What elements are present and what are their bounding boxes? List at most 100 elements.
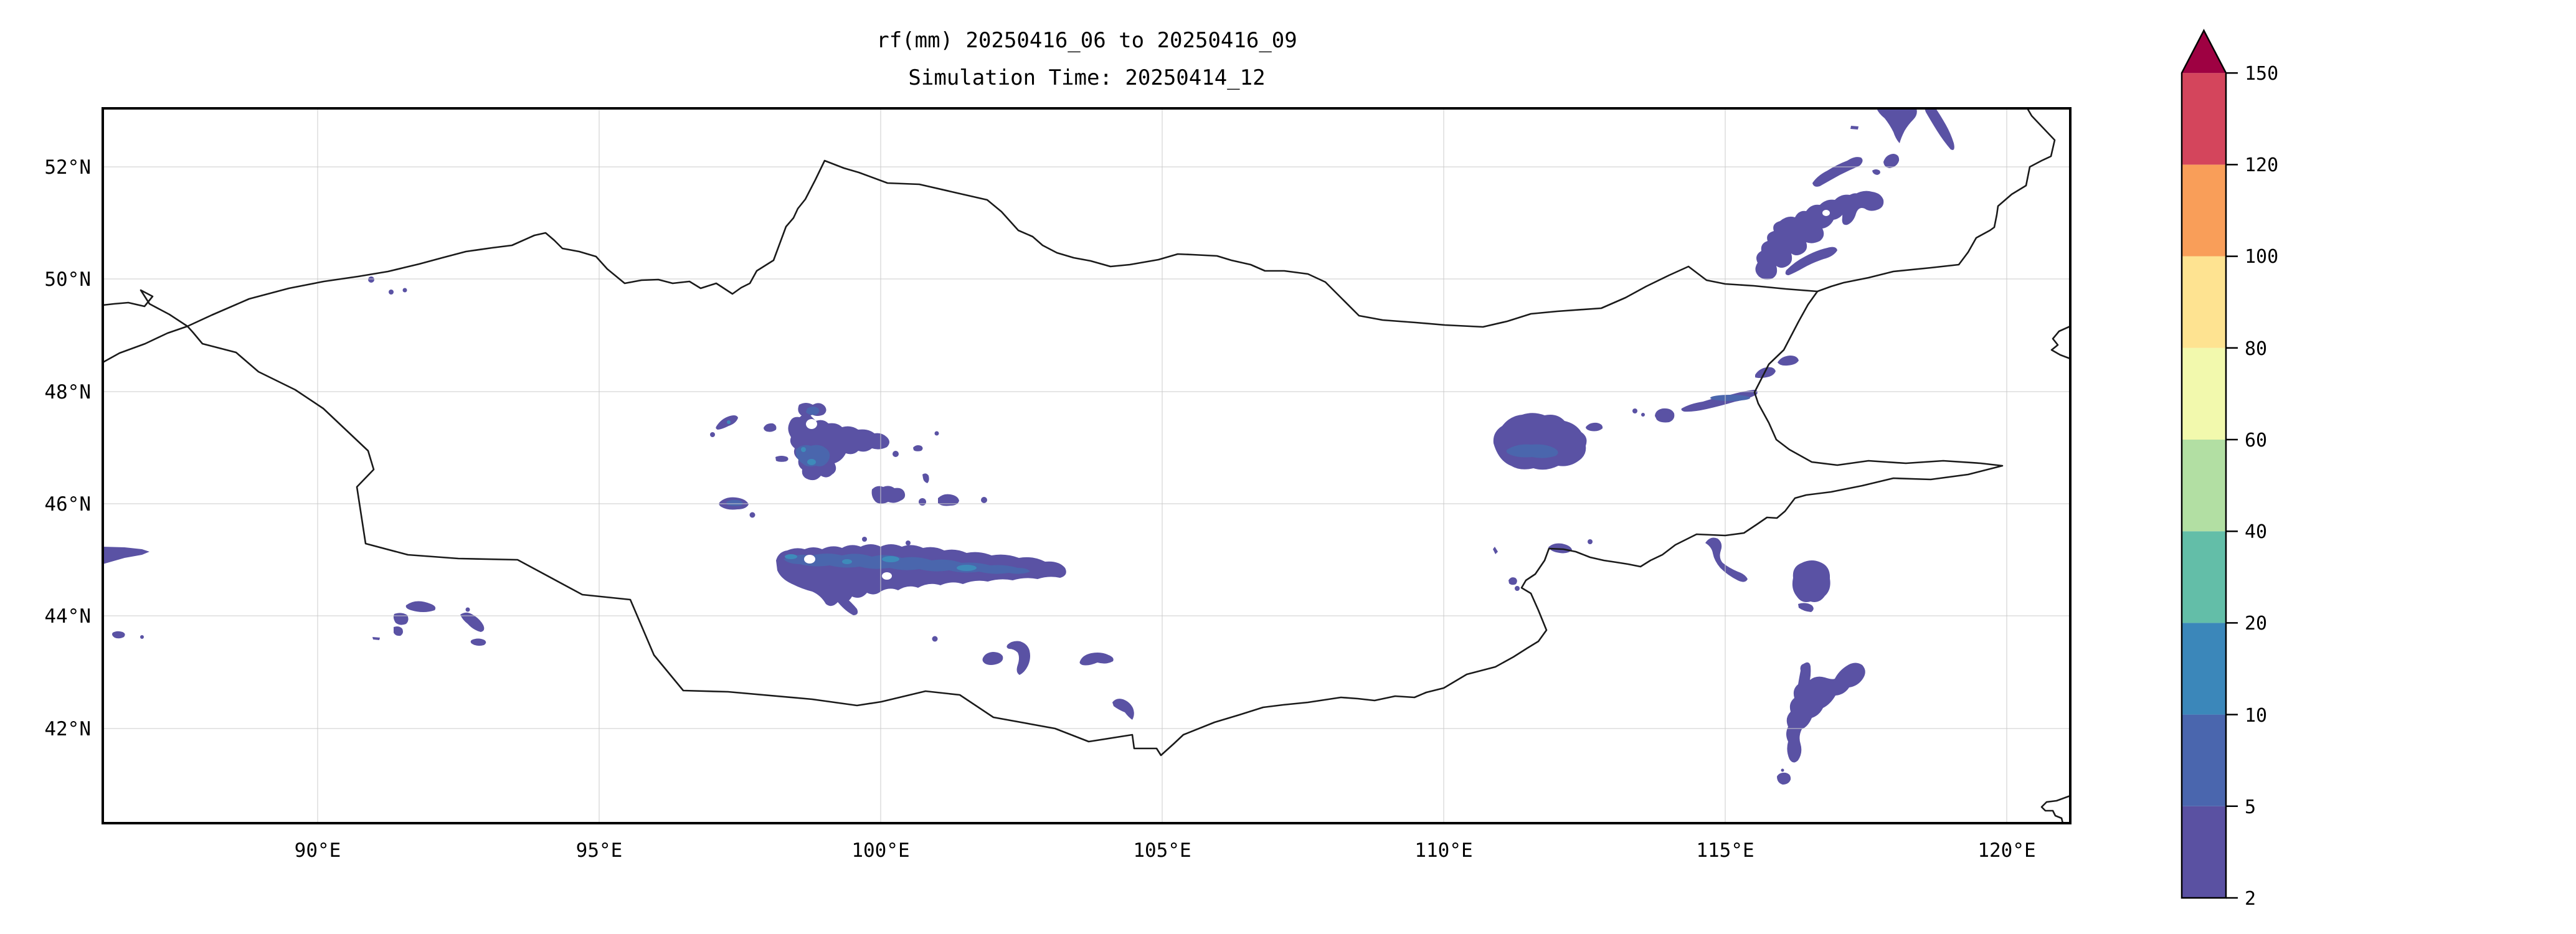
precip-cell xyxy=(776,544,1066,606)
precip-cell xyxy=(393,613,409,625)
y-tick-label: 52°N xyxy=(44,156,91,179)
mongolia-border xyxy=(186,159,2004,757)
x-tick-label: 110°E xyxy=(1414,839,1473,862)
precip-cell xyxy=(1872,169,1880,175)
precip-cell xyxy=(1641,413,1645,417)
colorbar-tick-label: 120 xyxy=(2245,154,2279,176)
precip-cell xyxy=(1493,413,1587,470)
precip-cell xyxy=(922,473,929,483)
colorbar-segment xyxy=(2182,623,2226,715)
precip-cell xyxy=(1705,537,1748,582)
colorbar-tick-label: 5 xyxy=(2245,796,2256,818)
precip-cell xyxy=(405,601,436,612)
precip-cell xyxy=(982,652,1003,665)
precip-peak xyxy=(727,420,731,424)
precip-cell xyxy=(1792,560,1830,602)
russia-kazakhstan-border xyxy=(103,289,189,328)
colorbar-ticks xyxy=(2226,72,2238,899)
precipitation-holes xyxy=(804,210,1830,580)
precip-cell xyxy=(1515,586,1520,591)
precip-cell xyxy=(1493,547,1498,554)
x-tick-label: 120°E xyxy=(1977,839,2036,862)
precip-cell xyxy=(1786,662,1865,763)
colorbar xyxy=(2181,29,2238,899)
plot-subtitle: Simulation Time: 20250414_12 xyxy=(908,65,1266,90)
precip-cell xyxy=(1741,576,1746,581)
precip-cell xyxy=(981,497,987,503)
colorbar-tick-label: 150 xyxy=(2245,63,2279,85)
precip-cell xyxy=(1588,539,1593,544)
colorbar-tick-label: 2 xyxy=(2245,888,2256,910)
precip-cell xyxy=(389,290,394,295)
x-tick-label: 115°E xyxy=(1696,839,1754,862)
precip-cell xyxy=(465,607,470,612)
colorbar-tick-label: 60 xyxy=(2245,430,2268,451)
y-tick-label: 42°N xyxy=(44,718,91,740)
precip-cell xyxy=(1785,247,1837,275)
y-tick-label: 46°N xyxy=(44,493,91,516)
precip-cell xyxy=(1632,408,1637,413)
precip-cell xyxy=(460,612,485,632)
precip-cell xyxy=(112,631,125,639)
colorbar-outline xyxy=(2181,29,2227,899)
precip-cell xyxy=(934,431,939,436)
precip-core xyxy=(726,499,743,506)
precip-cell xyxy=(394,626,403,636)
colorbar-segment xyxy=(2182,440,2226,532)
precip-cell xyxy=(1586,422,1603,432)
precip-peak xyxy=(807,459,816,465)
precip-cell xyxy=(1778,356,1799,366)
precip-cell xyxy=(749,512,755,518)
colorbar-tick-label: 40 xyxy=(2245,521,2268,543)
kazakhstan-china-border xyxy=(103,325,189,364)
colorbar-segment xyxy=(2182,256,2226,348)
plot-frame xyxy=(102,107,2072,824)
precip-core xyxy=(806,407,820,415)
precip-cell xyxy=(1781,768,1784,772)
precip-cell xyxy=(140,635,144,639)
precip-cell xyxy=(1842,191,1884,225)
precip-cell xyxy=(938,494,959,506)
precip-cell xyxy=(710,432,715,437)
y-tick-label: 44°N xyxy=(44,605,91,628)
precip-cell xyxy=(893,451,899,457)
colorbar-segment xyxy=(2182,164,2226,257)
precip-cell xyxy=(1812,157,1863,187)
y-tick-label: 48°N xyxy=(44,381,91,403)
country-borders xyxy=(103,108,2070,823)
precip-cell xyxy=(932,636,938,642)
precip-cell xyxy=(1006,641,1030,675)
precip-cell xyxy=(1877,108,1917,143)
precip-cell xyxy=(1079,653,1114,666)
precip-cell xyxy=(871,486,906,504)
y-tick-label: 50°N xyxy=(44,268,91,291)
x-tick-label: 100°E xyxy=(851,839,910,862)
x-tick-label: 90°E xyxy=(294,839,341,862)
precip-cell xyxy=(862,537,867,542)
plot-title: rf(mm) 20250416_06 to 20250416_09 xyxy=(876,28,1297,53)
colorbar-segment xyxy=(2182,806,2226,898)
precip-cell xyxy=(1850,126,1859,130)
precipitation-core-layer xyxy=(727,420,977,571)
precip-cell xyxy=(1777,772,1791,785)
precip-cell xyxy=(1112,699,1134,720)
precip-cell xyxy=(103,547,149,564)
precip-peak xyxy=(785,554,797,559)
colorbar-tick-label: 100 xyxy=(2245,246,2279,268)
border-corner-ne xyxy=(2050,325,2070,360)
colorbar-segment xyxy=(2182,714,2226,806)
colorbar-segment xyxy=(2182,531,2226,623)
precip-cell xyxy=(906,540,911,545)
precip-cell xyxy=(1681,390,1758,412)
precip-cell xyxy=(372,637,380,640)
precip-cell xyxy=(1655,408,1675,423)
precip-cell xyxy=(1508,577,1517,585)
precip-core xyxy=(1710,395,1750,401)
colorbar-tick-label: 20 xyxy=(2245,613,2268,634)
precip-peak xyxy=(801,447,806,452)
colorbar-segment xyxy=(2182,73,2226,165)
precip-cell xyxy=(913,445,923,451)
russia-china-border xyxy=(1816,108,2056,293)
